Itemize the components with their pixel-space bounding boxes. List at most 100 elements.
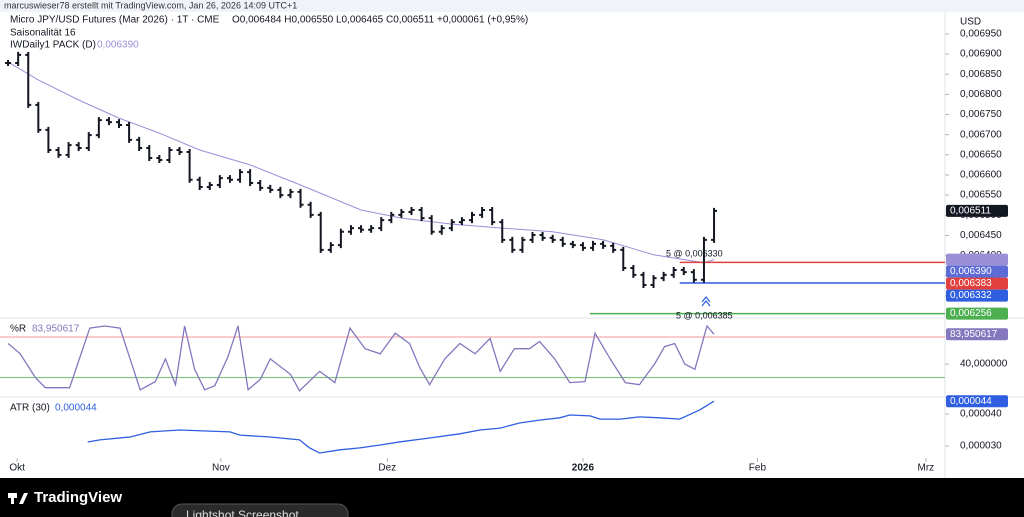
ohlc-bar bbox=[15, 51, 22, 66]
moving-average bbox=[7, 61, 715, 264]
ohlc-bar bbox=[670, 267, 677, 278]
ohlc-bar bbox=[489, 207, 496, 226]
ohlc-bar bbox=[65, 142, 72, 158]
ohlc-bar bbox=[277, 186, 284, 199]
x-tick-label: Okt bbox=[9, 463, 25, 474]
ohlc-bar bbox=[5, 59, 12, 66]
annotation: 5 @ 0,006330 bbox=[666, 248, 723, 258]
ohlc-bar bbox=[136, 136, 143, 151]
ohlc-bar bbox=[25, 51, 32, 108]
ohlc-bar bbox=[216, 175, 223, 189]
ohlc-bar bbox=[650, 275, 657, 288]
ohlc-bar bbox=[448, 219, 455, 232]
y-tick-label: 0,000040 bbox=[960, 409, 1002, 420]
ohlc-bar bbox=[247, 169, 254, 187]
ohlc-bar bbox=[55, 146, 62, 158]
overlay-text: Lightshot Screenshot bbox=[186, 508, 299, 517]
ohlc-bar bbox=[257, 180, 264, 191]
ohlc-bar bbox=[640, 271, 647, 288]
ohlc-bar bbox=[408, 207, 415, 216]
ohlc-bar bbox=[176, 146, 183, 155]
ohlc-bar bbox=[388, 211, 395, 224]
value-tag bbox=[946, 395, 1008, 408]
ohlc-bar bbox=[267, 184, 274, 193]
price-tag bbox=[946, 204, 1008, 217]
price-tag bbox=[946, 307, 1008, 320]
credit: marcuswieser78 erstellt mit TradingView.… bbox=[4, 0, 297, 10]
ohlc-bar bbox=[126, 121, 133, 143]
ohlc-bar bbox=[297, 188, 304, 208]
ohlc-bar bbox=[660, 271, 667, 282]
ohlc-bar bbox=[196, 176, 203, 191]
ohlc-bar bbox=[95, 117, 102, 139]
y-tick-label: 0,006550 bbox=[960, 190, 1002, 201]
ohlc-bar bbox=[105, 117, 112, 126]
indicator-value: 83,950617 bbox=[32, 324, 80, 335]
ohlc-bar bbox=[579, 242, 586, 251]
price-tag-label: 0,006256 bbox=[950, 308, 992, 319]
ohlc-bar bbox=[438, 225, 445, 235]
ohlc-bar bbox=[569, 240, 576, 249]
y-tick-label: 0,006900 bbox=[960, 49, 1002, 60]
ohlc-bar bbox=[600, 240, 607, 249]
price-tag-label: 0,006390 bbox=[950, 266, 992, 277]
value-tag-label: 83,950617 bbox=[950, 329, 998, 340]
y-tick-label: 0,006650 bbox=[960, 149, 1002, 160]
price-tag bbox=[946, 265, 1008, 278]
footer bbox=[0, 478, 1024, 517]
ohlc-bar bbox=[549, 234, 556, 243]
ohlc-bar bbox=[529, 231, 536, 243]
ohlc-bar bbox=[358, 225, 365, 233]
x-tick-label: Dez bbox=[378, 463, 396, 474]
credit-bar bbox=[0, 0, 1024, 12]
y-tick-label: 0,006850 bbox=[960, 69, 1002, 80]
legend-entry: IWDaily1 PACK (D) bbox=[10, 40, 96, 51]
indicator-title: %R bbox=[10, 324, 26, 335]
y-tick-label: 0,000030 bbox=[960, 441, 1002, 452]
x-tick-label: 2026 bbox=[572, 463, 595, 474]
brand: TradingView bbox=[34, 489, 122, 506]
ohlc-bar bbox=[226, 175, 233, 183]
indicator-title: ATR (30) bbox=[10, 403, 50, 414]
ohlc-bar bbox=[206, 182, 213, 191]
ohlc-bar bbox=[116, 119, 123, 128]
y-tick-label: 0,006700 bbox=[960, 129, 1002, 140]
ohlc-bar bbox=[337, 228, 344, 249]
ohlc-bar bbox=[428, 215, 435, 235]
symbol: Micro JPY/USD Futures (Mar 2026) · 1T · … bbox=[10, 15, 220, 26]
ohlc-bar bbox=[317, 211, 324, 253]
ohlc-bar bbox=[700, 236, 707, 283]
ohlc-bar bbox=[45, 126, 52, 153]
y-tick-label: 0,006800 bbox=[960, 89, 1002, 100]
ohlc-bar bbox=[287, 188, 294, 199]
ohlc-bar bbox=[398, 209, 405, 218]
ohlc-bar bbox=[156, 155, 163, 164]
y-tick-label: 40,000000 bbox=[960, 359, 1008, 370]
ohlc-bar bbox=[35, 101, 42, 133]
indicator-line bbox=[7, 324, 715, 392]
price-tag-label: 0,006511 bbox=[950, 205, 991, 216]
ohlc-bar bbox=[468, 211, 475, 224]
annotation: 5 @ 0,006385 bbox=[676, 310, 733, 320]
price-tag-label: 0,006383 bbox=[950, 278, 992, 289]
ohlc-bar bbox=[458, 217, 465, 226]
y-tick-label: 0,006600 bbox=[960, 170, 1002, 181]
indicator-line bbox=[87, 400, 715, 454]
ohlc-bar bbox=[186, 148, 193, 183]
legend-value: 0,006390 bbox=[97, 40, 139, 51]
ohlc-bar bbox=[327, 242, 334, 253]
ohlc-bar bbox=[85, 132, 92, 151]
ohlc-bar bbox=[368, 225, 375, 233]
ohlc-bar bbox=[75, 142, 82, 151]
ohlc-bar bbox=[620, 246, 627, 272]
y-tick-label: 0,006950 bbox=[960, 29, 1002, 40]
ohlc-bar bbox=[680, 267, 687, 276]
ohlc-bar bbox=[347, 225, 354, 235]
indicator-value: 0,000044 bbox=[55, 403, 97, 414]
logo bbox=[8, 493, 28, 504]
price-tag bbox=[946, 253, 1008, 266]
ohlc-bar bbox=[418, 207, 425, 222]
logo-mark bbox=[11, 493, 14, 504]
